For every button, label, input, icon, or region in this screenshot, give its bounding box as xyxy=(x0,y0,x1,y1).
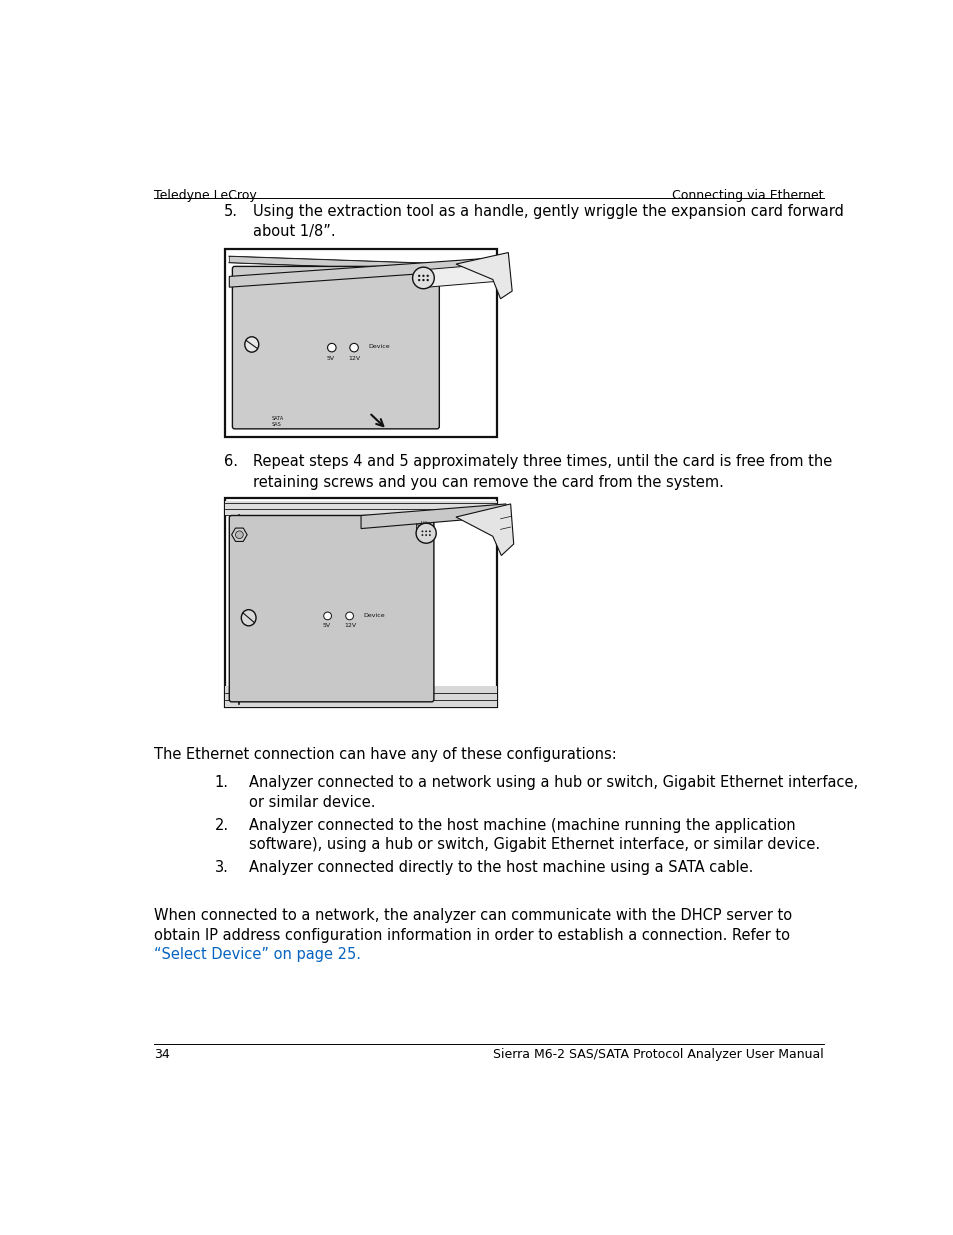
Text: Using the extraction tool as a handle, gently wriggle the expansion card forward: Using the extraction tool as a handle, g… xyxy=(253,204,842,219)
Circle shape xyxy=(417,279,420,282)
Text: retaining screws and you can remove the card from the system.: retaining screws and you can remove the … xyxy=(253,474,722,490)
Text: 5.: 5. xyxy=(224,204,237,219)
Text: Connecting via Ethernet: Connecting via Ethernet xyxy=(672,189,822,203)
Text: 12V: 12V xyxy=(344,622,356,627)
Bar xyxy=(267,605,274,613)
Bar xyxy=(253,599,257,603)
Circle shape xyxy=(422,279,424,282)
Text: Teledyne LeCroy: Teledyne LeCroy xyxy=(154,189,256,203)
Text: 1.: 1. xyxy=(214,776,229,790)
FancyBboxPatch shape xyxy=(229,515,434,701)
Ellipse shape xyxy=(274,611,281,615)
Polygon shape xyxy=(229,257,493,273)
Circle shape xyxy=(412,267,434,289)
Text: Device: Device xyxy=(363,613,385,618)
Bar xyxy=(233,516,420,634)
Ellipse shape xyxy=(241,610,255,626)
Text: 5V: 5V xyxy=(327,356,335,361)
Circle shape xyxy=(425,530,427,532)
Text: Sierra M6-2 SAS/SATA Protocol Analyzer User Manual: Sierra M6-2 SAS/SATA Protocol Analyzer U… xyxy=(493,1049,822,1061)
Text: or similar device.: or similar device. xyxy=(249,794,375,810)
Text: software), using a hub or switch, Gigabit Ethernet interface, or similar device.: software), using a hub or switch, Gigabi… xyxy=(249,837,819,852)
Text: Analyzer connected to the host machine (machine running the application: Analyzer connected to the host machine (… xyxy=(249,818,795,832)
Bar xyxy=(225,498,497,708)
Circle shape xyxy=(429,530,431,532)
Circle shape xyxy=(421,530,423,532)
Circle shape xyxy=(235,531,243,538)
Circle shape xyxy=(425,534,427,536)
Bar xyxy=(416,517,433,534)
Bar xyxy=(274,605,281,613)
FancyBboxPatch shape xyxy=(233,267,439,429)
Bar xyxy=(275,613,281,618)
Text: obtain IP address configuration information in order to establish a connection. : obtain IP address configuration informat… xyxy=(154,927,789,942)
Bar xyxy=(266,608,273,613)
Bar xyxy=(225,248,497,437)
Polygon shape xyxy=(232,529,247,541)
Text: 34: 34 xyxy=(154,1049,170,1061)
Text: 2.: 2. xyxy=(214,818,229,832)
Circle shape xyxy=(327,343,335,352)
Ellipse shape xyxy=(245,337,258,352)
Polygon shape xyxy=(229,258,493,288)
Circle shape xyxy=(421,534,423,536)
Circle shape xyxy=(426,279,429,282)
Circle shape xyxy=(422,274,424,277)
Ellipse shape xyxy=(267,604,274,606)
Circle shape xyxy=(417,517,430,530)
Text: SATA
SAS: SATA SAS xyxy=(272,416,284,426)
Text: Analyzer connected to a network using a hub or switch, Gigabit Ethernet interfac: Analyzer connected to a network using a … xyxy=(249,776,857,790)
Polygon shape xyxy=(360,504,505,529)
Bar xyxy=(225,501,497,515)
Text: Repeat steps 4 and 5 approximately three times, until the card is free from the: Repeat steps 4 and 5 approximately three… xyxy=(253,454,831,469)
Circle shape xyxy=(417,274,420,277)
Bar xyxy=(227,499,495,705)
Circle shape xyxy=(323,613,331,620)
Text: “Select Device” on page 25.: “Select Device” on page 25. xyxy=(154,947,361,962)
Polygon shape xyxy=(427,263,500,288)
Text: Analyzer connected directly to the host machine using a SATA cable.: Analyzer connected directly to the host … xyxy=(249,861,752,876)
Bar xyxy=(253,615,261,620)
Polygon shape xyxy=(456,504,513,556)
Text: The Ethernet connection can have any of these configurations:: The Ethernet connection can have any of … xyxy=(154,747,617,762)
Text: When connected to a network, the analyzer can communicate with the DHCP server t: When connected to a network, the analyze… xyxy=(154,908,791,924)
Bar xyxy=(225,685,497,708)
Text: 6.: 6. xyxy=(224,454,237,469)
Circle shape xyxy=(426,274,429,277)
Circle shape xyxy=(345,613,354,620)
Circle shape xyxy=(429,534,431,536)
Ellipse shape xyxy=(267,611,274,615)
Text: 5V: 5V xyxy=(322,622,331,627)
Text: about 1/8”.: about 1/8”. xyxy=(253,224,335,240)
Text: 12V: 12V xyxy=(349,356,360,361)
Polygon shape xyxy=(456,252,512,299)
Text: Device: Device xyxy=(368,345,389,350)
Circle shape xyxy=(350,343,358,352)
Circle shape xyxy=(416,524,436,543)
Bar xyxy=(225,248,497,437)
Text: 3.: 3. xyxy=(214,861,228,876)
Ellipse shape xyxy=(274,604,281,606)
